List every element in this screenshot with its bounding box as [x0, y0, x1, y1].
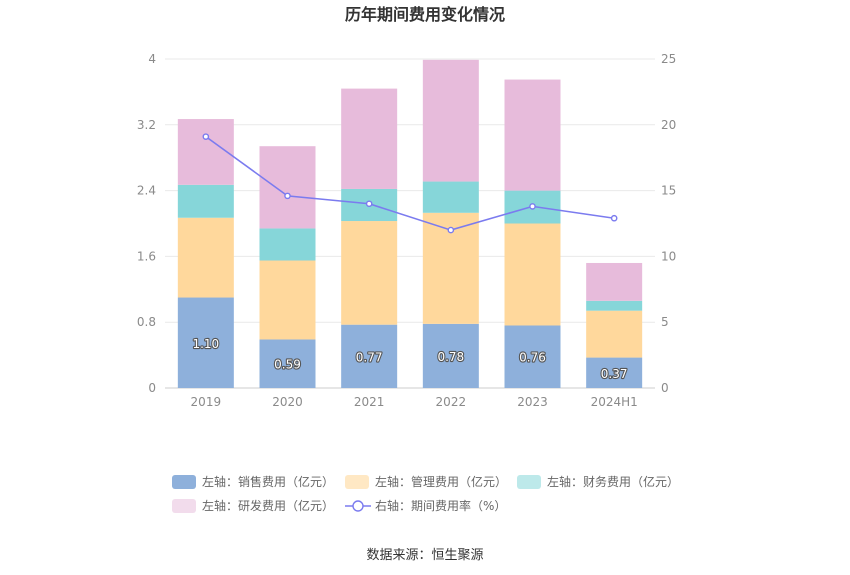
right-axis-tick: 10: [661, 249, 676, 263]
rate-line-path: [205, 135, 615, 231]
rate-point[interactable]: [365, 200, 373, 208]
legend[interactable]: 左轴：销售费用（亿元） 左轴：管理费用（亿元） 左轴：财务费用（亿元） 左轴：研发费用…: [172, 474, 679, 513]
bar-value-label: 0.59: [274, 358, 301, 372]
bar-labels: 1.10 0.59 0.77 0.78 0.76 0.37: [191, 336, 628, 382]
legend-swatch: [517, 475, 541, 489]
x-axis-tick: 2022: [436, 395, 467, 409]
x-axis-tick: 2024H1: [591, 395, 638, 409]
right-axis-tick: 0: [661, 381, 669, 395]
bar-segment[interactable]: [177, 119, 234, 185]
rate-point[interactable]: [529, 203, 536, 210]
bar-segment[interactable]: [341, 88, 398, 189]
left-axis-tick: 0.8: [137, 315, 156, 329]
bar-segment[interactable]: [341, 324, 398, 388]
bar-segment[interactable]: [586, 262, 643, 301]
bar-segment[interactable]: [259, 228, 316, 261]
bar-segment[interactable]: [422, 323, 479, 388]
left-axis-tick: 0: [148, 381, 156, 395]
left-axis-tick: 4: [148, 52, 156, 66]
right-axis-tick: 15: [661, 184, 676, 198]
bar-segment[interactable]: [177, 217, 234, 298]
rate-point[interactable]: [284, 192, 291, 200]
bar-segment[interactable]: [422, 59, 479, 182]
legend-swatch: [345, 475, 369, 489]
legend-swatch: [172, 475, 196, 489]
legend-label[interactable]: 左轴：销售费用（亿元）: [202, 474, 334, 489]
legend-label[interactable]: 左轴：管理费用（亿元）: [375, 474, 507, 489]
rate-point[interactable]: [610, 214, 618, 222]
axes: 0 0 0.8 5 1.6 10 2.4 15 3.2 20 4 25 2019 2020 2021 2022…: [137, 52, 676, 409]
rate-point[interactable]: [447, 226, 455, 234]
left-axis-tick: 3.2: [137, 118, 156, 132]
bar-segment[interactable]: [586, 310, 643, 358]
bar-segment[interactable]: [504, 79, 561, 191]
bar-value-label: 1.10: [192, 337, 219, 351]
bar-segment[interactable]: [259, 146, 316, 229]
legend-point-icon: [352, 500, 364, 512]
data-source: 数据来源：恒生聚源: [366, 548, 483, 563]
x-axis-tick: 2020: [272, 395, 303, 409]
x-axis-tick: 2021: [354, 395, 385, 409]
left-axis-tick: 2.4: [137, 184, 156, 198]
bar-segment[interactable]: [586, 300, 643, 311]
legend-label[interactable]: 右轴：期间费用率（%）: [375, 498, 506, 513]
x-axis-tick: 2023: [517, 395, 548, 409]
legend-swatch: [172, 499, 196, 513]
x-axis-tick: 2019: [191, 395, 222, 409]
chart-title: 历年期间费用变化情况: [345, 5, 505, 24]
bar-value-label: 0.78: [437, 350, 464, 364]
rate-point[interactable]: [202, 133, 210, 140]
grid: [165, 58, 655, 389]
bars: [177, 59, 643, 388]
bar-segment[interactable]: [259, 260, 316, 340]
bar-value-label: 0.77: [356, 350, 383, 364]
legend-label[interactable]: 左轴：财务费用（亿元）: [547, 474, 679, 489]
bar-segment[interactable]: [341, 221, 398, 325]
bar-segment[interactable]: [422, 181, 479, 213]
bar-segment[interactable]: [504, 325, 561, 388]
bar-segment[interactable]: [504, 223, 561, 326]
bar-segment[interactable]: [177, 184, 234, 218]
bar-segment[interactable]: [586, 357, 643, 388]
left-axis-tick: 1.6: [137, 249, 156, 263]
bar-segment[interactable]: [177, 297, 234, 388]
bar-segment[interactable]: [259, 339, 316, 388]
right-axis-tick: 25: [661, 52, 676, 66]
right-axis-tick: 20: [661, 118, 676, 132]
right-axis-tick: 5: [661, 315, 669, 329]
bar-value-label: 0.37: [601, 367, 628, 381]
bar-value-label: 0.76: [519, 351, 546, 365]
legend-label[interactable]: 左轴：研发费用（亿元）: [202, 498, 334, 513]
rate-line: [202, 133, 618, 234]
